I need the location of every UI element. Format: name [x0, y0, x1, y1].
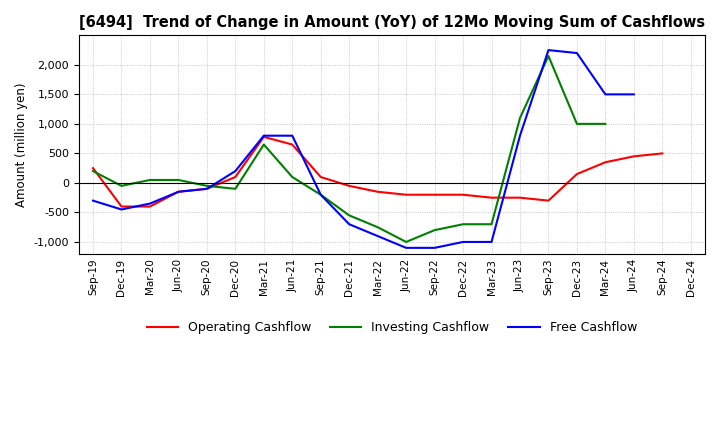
Free Cashflow	[516, 133, 524, 138]
Operating Cashflow	[487, 195, 496, 200]
Operating Cashflow	[316, 174, 325, 180]
Free Cashflow	[202, 186, 211, 191]
Operating Cashflow	[431, 192, 439, 198]
Operating Cashflow	[89, 165, 97, 171]
Investing Cashflow	[288, 174, 297, 180]
Investing Cashflow	[174, 177, 183, 183]
Free Cashflow	[402, 245, 410, 250]
Operating Cashflow	[374, 189, 382, 194]
Free Cashflow	[572, 51, 581, 56]
Line: Investing Cashflow: Investing Cashflow	[93, 56, 606, 242]
Investing Cashflow	[601, 121, 610, 127]
Free Cashflow	[431, 245, 439, 250]
Investing Cashflow	[572, 121, 581, 127]
Free Cashflow	[459, 239, 467, 245]
Operating Cashflow	[202, 186, 211, 191]
Free Cashflow	[544, 48, 553, 53]
Operating Cashflow	[117, 204, 126, 209]
Investing Cashflow	[117, 183, 126, 188]
Investing Cashflow	[516, 115, 524, 121]
Legend: Operating Cashflow, Investing Cashflow, Free Cashflow: Operating Cashflow, Investing Cashflow, …	[142, 316, 642, 339]
Free Cashflow	[487, 239, 496, 245]
Free Cashflow	[117, 207, 126, 212]
Operating Cashflow	[231, 174, 240, 180]
Investing Cashflow	[374, 224, 382, 230]
Operating Cashflow	[288, 142, 297, 147]
Free Cashflow	[259, 133, 268, 138]
Operating Cashflow	[572, 172, 581, 177]
Operating Cashflow	[601, 160, 610, 165]
Operating Cashflow	[402, 192, 410, 198]
Investing Cashflow	[431, 227, 439, 233]
Free Cashflow	[316, 192, 325, 198]
Operating Cashflow	[544, 198, 553, 203]
Operating Cashflow	[629, 154, 638, 159]
Investing Cashflow	[259, 142, 268, 147]
Free Cashflow	[288, 133, 297, 138]
Investing Cashflow	[231, 186, 240, 191]
Investing Cashflow	[459, 222, 467, 227]
Free Cashflow	[174, 189, 183, 194]
Free Cashflow	[374, 233, 382, 238]
Free Cashflow	[145, 201, 154, 206]
Investing Cashflow	[202, 183, 211, 188]
Investing Cashflow	[487, 222, 496, 227]
Investing Cashflow	[345, 213, 354, 218]
Free Cashflow	[89, 198, 97, 203]
Line: Operating Cashflow: Operating Cashflow	[93, 137, 662, 206]
Title: [6494]  Trend of Change in Amount (YoY) of 12Mo Moving Sum of Cashflows: [6494] Trend of Change in Amount (YoY) o…	[78, 15, 705, 30]
Operating Cashflow	[259, 134, 268, 139]
Line: Free Cashflow: Free Cashflow	[93, 50, 634, 248]
Free Cashflow	[629, 92, 638, 97]
Operating Cashflow	[174, 189, 183, 194]
Operating Cashflow	[345, 183, 354, 188]
Y-axis label: Amount (million yen): Amount (million yen)	[15, 82, 28, 207]
Investing Cashflow	[544, 53, 553, 59]
Investing Cashflow	[402, 239, 410, 245]
Free Cashflow	[601, 92, 610, 97]
Free Cashflow	[231, 169, 240, 174]
Operating Cashflow	[145, 204, 154, 209]
Operating Cashflow	[658, 151, 667, 156]
Free Cashflow	[345, 222, 354, 227]
Investing Cashflow	[145, 177, 154, 183]
Investing Cashflow	[316, 192, 325, 198]
Operating Cashflow	[516, 195, 524, 200]
Investing Cashflow	[89, 169, 97, 174]
Operating Cashflow	[459, 192, 467, 198]
